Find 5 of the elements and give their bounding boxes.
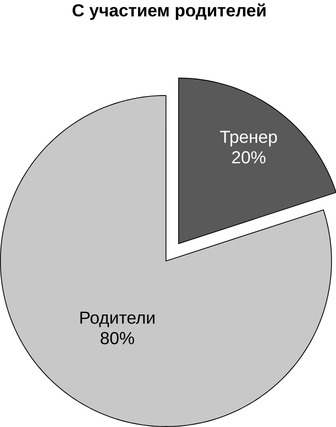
chart-title: С участием родителей bbox=[72, 3, 266, 20]
slice-label: Тренер bbox=[220, 130, 277, 146]
data-label: 20% bbox=[232, 151, 266, 164]
data-label: 80% bbox=[100, 332, 134, 344]
slice-label: Родители bbox=[80, 312, 154, 328]
